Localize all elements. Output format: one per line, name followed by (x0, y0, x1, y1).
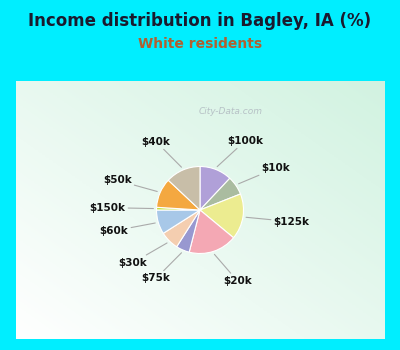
Wedge shape (156, 210, 200, 233)
Text: $50k: $50k (103, 175, 157, 191)
Text: Income distribution in Bagley, IA (%): Income distribution in Bagley, IA (%) (28, 12, 372, 30)
Text: City-Data.com: City-Data.com (199, 107, 263, 116)
Wedge shape (156, 207, 200, 210)
Text: $10k: $10k (238, 163, 290, 184)
Wedge shape (200, 178, 240, 210)
Text: White residents: White residents (138, 37, 262, 51)
Text: $30k: $30k (118, 243, 167, 268)
Text: $20k: $20k (214, 254, 252, 286)
Wedge shape (168, 167, 200, 210)
Wedge shape (156, 180, 200, 210)
Wedge shape (200, 167, 230, 210)
Wedge shape (200, 194, 244, 238)
Text: $100k: $100k (217, 136, 264, 167)
Text: $60k: $60k (100, 223, 155, 236)
Text: $40k: $40k (142, 136, 182, 167)
Text: $75k: $75k (142, 253, 182, 284)
Wedge shape (177, 210, 200, 252)
Wedge shape (189, 210, 234, 253)
Text: $125k: $125k (246, 217, 310, 227)
Text: $150k: $150k (90, 203, 154, 213)
Wedge shape (163, 210, 200, 247)
